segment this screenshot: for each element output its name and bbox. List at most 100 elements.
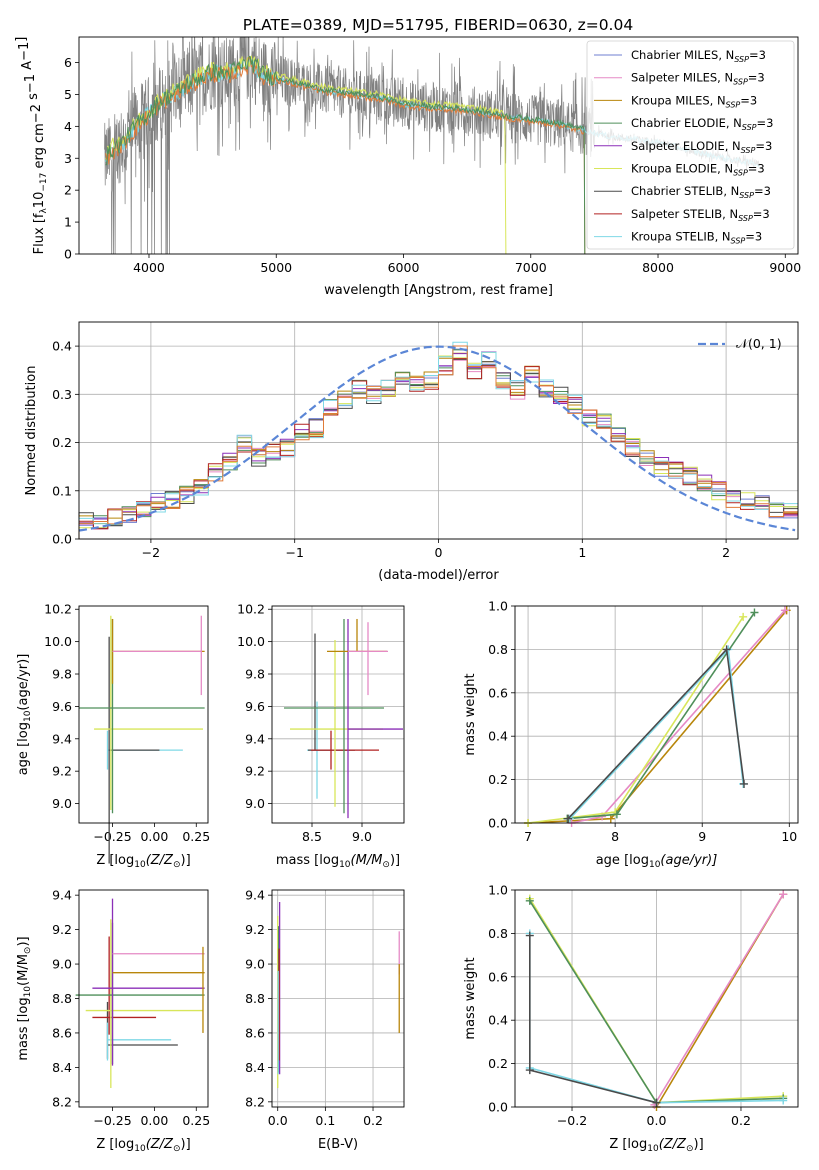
x-tick-label: 0.2 <box>363 1113 383 1128</box>
y-tick-label: 0.2 <box>488 772 508 787</box>
x-axis-label-part: )] <box>181 1137 191 1152</box>
legend-suffix: =3 <box>748 162 765 176</box>
legend-text: Chabrier STELIB, N <box>631 184 739 198</box>
mass-weight-marker <box>525 896 534 905</box>
x-tick-label: −1 <box>285 545 303 560</box>
x-axis-label-part: (age/yr)] <box>660 853 717 868</box>
y-tick-label: 10.2 <box>237 602 265 617</box>
y-axis-label: mass weight <box>463 673 478 755</box>
x-axis-label-part: )] <box>390 853 400 868</box>
massweight-vs-Z-panel: −0.2 0.0 0.2 0.0 0.2 0.4 0.6 0.8 1.0 Z [log10(Z/Z… <box>463 883 799 1154</box>
legend-text: Kroupa MILES, N <box>631 93 726 107</box>
y-tick-label: 0.0 <box>488 1100 508 1115</box>
y-tick-label: 0.4 <box>488 1013 508 1028</box>
x-tick-label: 6000 <box>388 260 420 275</box>
y-tick-label: 8.2 <box>52 1094 72 1109</box>
legend-text: Chabrier MILES, N <box>631 48 734 62</box>
axes-frame <box>271 889 405 1108</box>
y-axis-label-part: mass [log <box>16 997 31 1060</box>
y-tick-label: 3 <box>64 151 72 166</box>
legend-text: Kroupa STELIB, N <box>631 230 731 244</box>
x-axis-label: (data-model)/error <box>378 568 499 583</box>
y-tick-label: 10.2 <box>44 602 72 617</box>
x-tick-label: −0.25 <box>93 829 131 844</box>
y-tick-label: 0.4 <box>52 339 72 354</box>
x-axis-label-part: 10 <box>339 860 351 870</box>
x-tick-label: −0.2 <box>557 1113 587 1128</box>
y-tick-label: 9.8 <box>52 667 72 682</box>
panels: 4000 5000 6000 7000 8000 9000 0 1 2 3 4 5 6 wavelengt… <box>14 36 801 1154</box>
mass-weight-marker <box>525 1066 534 1075</box>
legend-label: Kroupa MILES, NSSP=3 <box>631 93 757 109</box>
y-tick-label: 1.0 <box>488 883 508 898</box>
axes-frame <box>78 889 209 1108</box>
y-tick-label: 9.0 <box>52 957 72 972</box>
axes-frame <box>514 889 799 1108</box>
x-tick-label: 0.25 <box>182 1113 210 1128</box>
y-tick-label: 8.8 <box>245 991 265 1006</box>
x-tick-label: 2 <box>722 545 730 560</box>
x-tick-label: 0.25 <box>182 829 210 844</box>
y-axis-label-part: 10 <box>32 192 47 209</box>
x-axis-label: E(B-V) <box>318 1137 358 1152</box>
x-axis-label-part: 10 <box>134 1144 146 1154</box>
y-tick-label: 0 <box>64 247 72 262</box>
x-tick-label: 10 <box>781 829 797 844</box>
histogram-step <box>78 345 798 539</box>
mass-vs-ebv-panel: 0.0 0.1 0.2 8.2 8.4 8.6 8.8 9.0 9.2 9.4 E(B-V) <box>245 888 405 1152</box>
x-tick-label: 7 <box>524 829 532 844</box>
axes-frame <box>78 321 799 540</box>
y-tick-label: 9.0 <box>52 796 72 811</box>
x-axis-label-part: (M/M <box>351 853 383 868</box>
mass-weight-marker <box>652 1098 661 1107</box>
x-axis-label-part: Z [log <box>96 1137 134 1152</box>
mass-weight-marker <box>722 645 731 654</box>
y-tick-label: 9.4 <box>245 888 265 903</box>
legend-suffix: =3 <box>740 93 757 107</box>
x-tick-label: 0.2 <box>731 1113 751 1128</box>
legend-label: Kroupa STELIB, NSSP=3 <box>631 230 762 246</box>
y-axis-label-part: Flux [f <box>32 213 47 254</box>
x-axis-label-part: Z [log <box>96 853 134 868</box>
x-axis-label-part: ⊙ <box>382 860 390 870</box>
x-axis-label-part: ⊙ <box>173 860 181 870</box>
x-axis-label-part: )] <box>694 1137 704 1152</box>
y-tick-label: 6 <box>64 55 72 70</box>
legend-sub: SSP <box>733 78 748 87</box>
x-tick-label: 9 <box>698 829 706 844</box>
y-tick-label: 0.3 <box>52 387 72 402</box>
y-tick-label: 1 <box>64 215 72 230</box>
y-tick-label: 10.0 <box>237 634 265 649</box>
x-axis-label: Z [log10(Z/Z⊙)] <box>609 1137 703 1154</box>
y-tick-label: 0.2 <box>52 435 72 450</box>
y-tick-label: 8.8 <box>52 991 72 1006</box>
x-tick-label: 0.0 <box>268 1113 288 1128</box>
legend-label: Salpeter STELIB, NSSP=3 <box>631 207 770 223</box>
legend-label: 𝒩(0, 1) <box>736 336 782 351</box>
y-tick-label: 9.2 <box>52 922 72 937</box>
legend-sub: SSP <box>738 214 753 223</box>
mass-weight-marker <box>750 608 759 617</box>
legend-suffix: =3 <box>754 184 771 198</box>
y-axis-label-part: s <box>26 93 41 104</box>
y-tick-label: 9.6 <box>52 699 72 714</box>
x-axis-label-part: (Z/Z <box>146 853 174 868</box>
mass-vs-Z-panel: −0.25 0.00 0.25 8.2 8.4 8.6 8.8 9.0 9.2 9.4 Z [log… <box>16 888 210 1154</box>
legend-sub: SSP <box>742 123 757 132</box>
x-tick-label: 5000 <box>260 260 292 275</box>
legend-text: Chabrier ELODIE, N <box>631 116 742 130</box>
x-axis-label-part: age [log <box>596 853 649 868</box>
x-axis-label: wavelength [Angstrom, rest frame] <box>324 283 553 298</box>
legend-suffix: =3 <box>755 139 772 153</box>
legend-label: Kroupa ELODIE, NSSP=3 <box>631 162 765 178</box>
y-axis-label-part: (M/M <box>16 954 31 986</box>
y-axis-label-part: λ <box>39 208 49 214</box>
x-axis-label-part: Z [log <box>609 1137 647 1152</box>
y-tick-label: 9.2 <box>245 922 265 937</box>
x-tick-label: 9.0 <box>352 829 372 844</box>
mass-weight-marker <box>739 612 748 621</box>
legend-suffix: =3 <box>753 207 770 221</box>
residuals-panel: −2 −1 0 1 2 0.0 0.1 0.2 0.3 0.4 𝒩(0, 1) (data-model… <box>24 321 799 583</box>
y-tick-label: 0.1 <box>52 483 72 498</box>
